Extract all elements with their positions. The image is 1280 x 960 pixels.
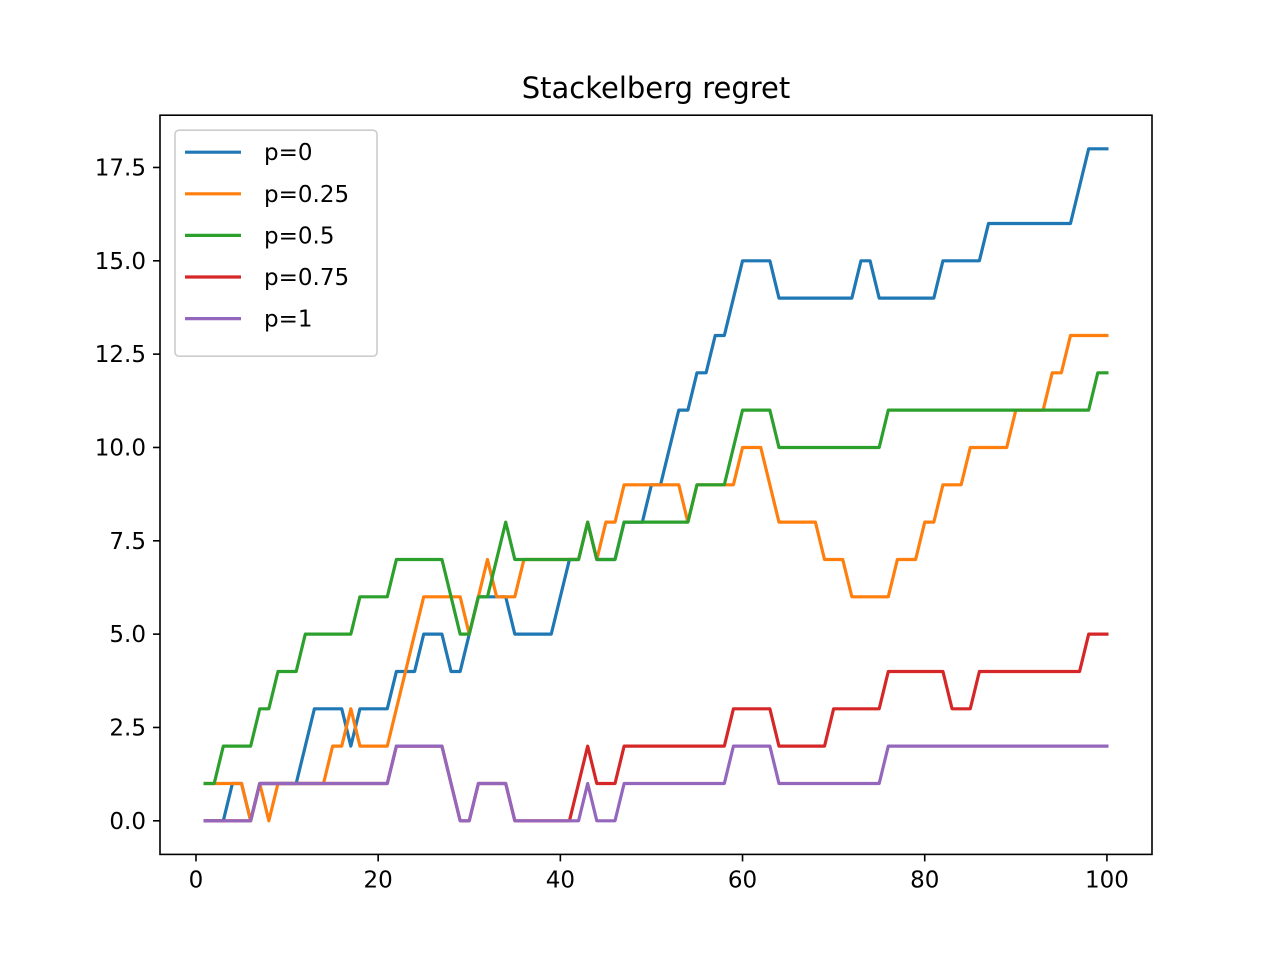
y-tick-label: 15.0 bbox=[95, 249, 146, 275]
y-tick-label: 17.5 bbox=[95, 155, 146, 181]
y-tick-label: 7.5 bbox=[109, 529, 146, 555]
x-tick-label: 100 bbox=[1085, 867, 1129, 893]
legend-label: p=1 bbox=[264, 307, 313, 333]
series-layer bbox=[203, 147, 1109, 823]
x-axis: 0 20 40 60 80 100 bbox=[189, 854, 1129, 893]
axes-frame bbox=[159, 114, 1153, 856]
x-tick-label: 0 bbox=[189, 867, 204, 893]
y-tick-label: 2.5 bbox=[109, 715, 146, 741]
y-axis: 0.0 2.5 5.0 7.5 10.0 12.5 15.0 17.5 bbox=[95, 155, 160, 835]
series-line-1 bbox=[203, 333, 1109, 823]
y-tick-label: 0.0 bbox=[109, 809, 146, 835]
legend: p=0 p=0.25 p=0.5 p=0.75 p=1 bbox=[174, 129, 378, 357]
x-tick-label: 80 bbox=[910, 867, 939, 893]
legend-box bbox=[174, 129, 378, 357]
y-tick-label: 5.0 bbox=[109, 622, 146, 648]
legend-label: p=0.25 bbox=[264, 182, 349, 208]
x-tick-label: 40 bbox=[546, 867, 575, 893]
x-tick-label: 60 bbox=[728, 867, 757, 893]
series-line-2 bbox=[203, 371, 1109, 786]
legend-label: p=0.75 bbox=[264, 265, 349, 291]
x-tick-label: 20 bbox=[364, 867, 393, 893]
chart-title: Stackelberg regret bbox=[522, 71, 790, 105]
y-tick-label: 10.0 bbox=[95, 435, 146, 461]
series-line-4 bbox=[203, 744, 1109, 823]
legend-label: p=0 bbox=[264, 140, 313, 166]
legend-label: p=0.5 bbox=[264, 223, 334, 249]
y-tick-label: 12.5 bbox=[95, 342, 146, 368]
